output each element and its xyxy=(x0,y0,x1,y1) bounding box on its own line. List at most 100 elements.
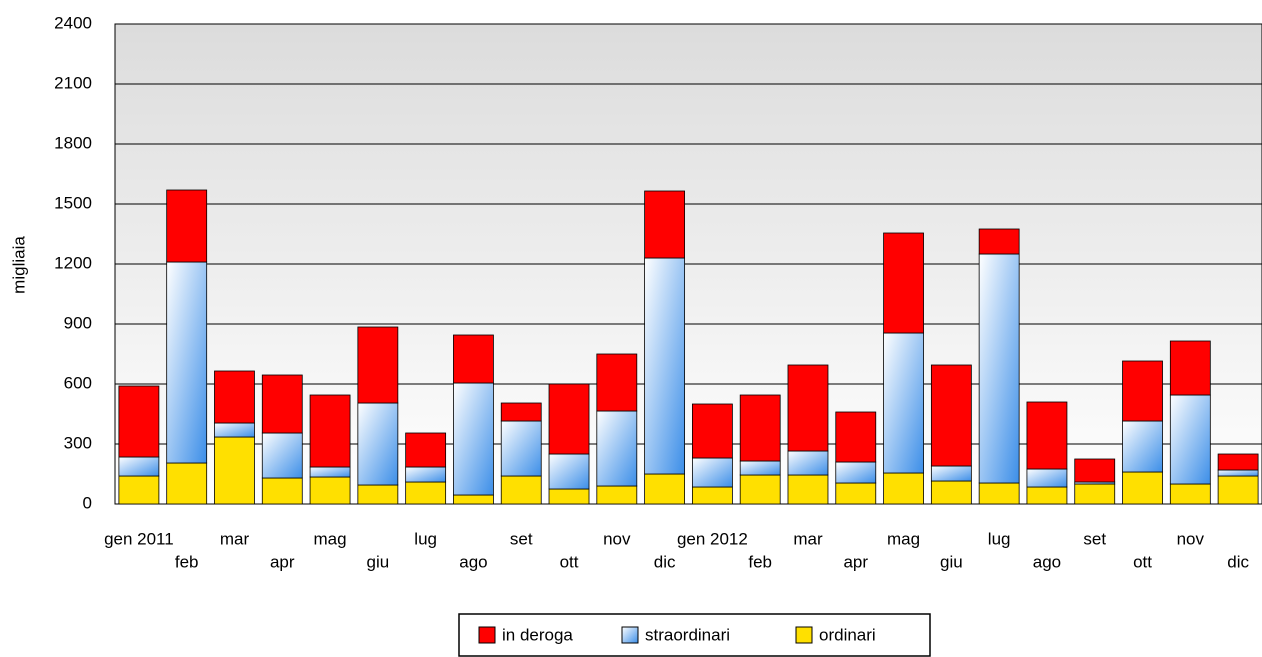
bar-segment xyxy=(1026,468,1068,488)
y-tick-label: 2100 xyxy=(54,73,92,92)
bar-segment xyxy=(596,410,638,487)
bar-segment xyxy=(978,482,1020,505)
bar-segment xyxy=(835,461,877,484)
x-tick-label: set xyxy=(1083,529,1106,548)
x-tick-label: gen 2011 xyxy=(104,529,174,548)
bar-segment xyxy=(1217,469,1259,477)
legend-label: ordinari xyxy=(819,625,876,644)
bar-segment xyxy=(691,403,733,459)
y-tick-label: 0 xyxy=(83,493,92,512)
bar-segment xyxy=(309,394,351,468)
x-tick-label: nov xyxy=(1177,529,1205,548)
x-tick-label: feb xyxy=(175,552,199,571)
x-tick-label: dic xyxy=(654,552,676,571)
x-tick-label: giu xyxy=(367,552,390,571)
bar-segment xyxy=(261,374,303,434)
bar-segment xyxy=(1074,483,1116,505)
bar-segment xyxy=(453,382,494,496)
bar-segment xyxy=(835,411,877,463)
bar-segment xyxy=(405,481,447,505)
bar-segment xyxy=(1074,458,1116,483)
x-tick-label: lug xyxy=(414,529,437,548)
bar-segment xyxy=(261,432,303,479)
bar-segment xyxy=(930,480,972,505)
bar-segment xyxy=(405,466,447,483)
bar-segment xyxy=(166,189,208,263)
x-tick-label: mag xyxy=(887,529,920,548)
bar-segment xyxy=(405,432,447,468)
legend-swatch xyxy=(795,626,813,644)
bar-segment xyxy=(214,422,255,438)
x-tick-label: mar xyxy=(220,529,250,548)
x-tick-label: dic xyxy=(1227,552,1249,571)
bar-segment xyxy=(787,364,829,452)
x-tick-label: lug xyxy=(988,529,1011,548)
bar-segment xyxy=(118,475,160,505)
legend-label: in deroga xyxy=(502,625,573,644)
bar-segment xyxy=(978,228,1020,255)
bar-segment xyxy=(453,334,494,384)
bar-segment xyxy=(835,482,877,505)
x-tick-label: apr xyxy=(270,552,295,571)
bar-segment xyxy=(1122,471,1163,505)
bar-segment xyxy=(453,494,494,505)
bar-segment xyxy=(883,332,924,474)
bar-segment xyxy=(309,476,351,505)
bar-segment xyxy=(1217,475,1259,505)
x-tick-label: ott xyxy=(1133,552,1152,571)
bar-segment xyxy=(118,456,160,477)
bar-segment xyxy=(644,473,686,505)
bar-segment xyxy=(309,466,351,478)
bar-segment xyxy=(548,453,590,490)
x-tick-label: gen 2012 xyxy=(677,529,748,548)
y-tick-label: 1200 xyxy=(54,253,92,272)
x-tick-label: set xyxy=(510,529,533,548)
bar-segment xyxy=(1026,401,1068,470)
bar-segment xyxy=(739,394,781,462)
bar-segment xyxy=(596,485,638,505)
bar-segment xyxy=(261,477,303,505)
y-tick-label: 1500 xyxy=(54,193,92,212)
bar-segment xyxy=(739,460,781,476)
bar-segment xyxy=(644,257,686,475)
y-axis-label: migliaia xyxy=(9,236,28,294)
bar-segment xyxy=(118,385,160,458)
bar-segment xyxy=(214,370,255,424)
bar-segment xyxy=(883,232,924,334)
bar-segment xyxy=(1169,394,1211,485)
bar-segment xyxy=(548,383,590,455)
bar-segment xyxy=(357,402,399,486)
bar-segment xyxy=(787,450,829,476)
bar-segment xyxy=(883,472,924,505)
x-tick-label: mar xyxy=(793,529,823,548)
bar-segment xyxy=(930,465,972,482)
x-tick-label: nov xyxy=(603,529,631,548)
bar-segment xyxy=(1026,486,1068,505)
bar-segment xyxy=(500,402,542,422)
y-tick-label: 300 xyxy=(64,433,92,452)
bar-segment xyxy=(548,488,590,505)
legend-swatch xyxy=(621,626,639,644)
bar-segment xyxy=(691,486,733,505)
bar-segment xyxy=(214,436,255,505)
x-tick-label: ago xyxy=(459,552,487,571)
x-tick-label: ott xyxy=(560,552,579,571)
legend-swatch xyxy=(478,626,496,644)
bar-segment xyxy=(1122,420,1163,473)
bar-segment xyxy=(1217,453,1259,471)
bar-segment xyxy=(166,462,208,505)
bar-segment xyxy=(978,253,1020,484)
bar-segment xyxy=(500,420,542,477)
bar-segment xyxy=(739,474,781,505)
x-tick-label: apr xyxy=(843,552,868,571)
legend-label: straordinari xyxy=(645,625,730,644)
x-tick-label: giu xyxy=(940,552,963,571)
y-tick-label: 1800 xyxy=(54,133,92,152)
bar-segment xyxy=(1169,340,1211,396)
bar-segment xyxy=(357,326,399,404)
x-tick-label: mag xyxy=(314,529,347,548)
bar-segment xyxy=(166,261,208,464)
x-tick-label: ago xyxy=(1033,552,1061,571)
legend xyxy=(458,613,931,657)
